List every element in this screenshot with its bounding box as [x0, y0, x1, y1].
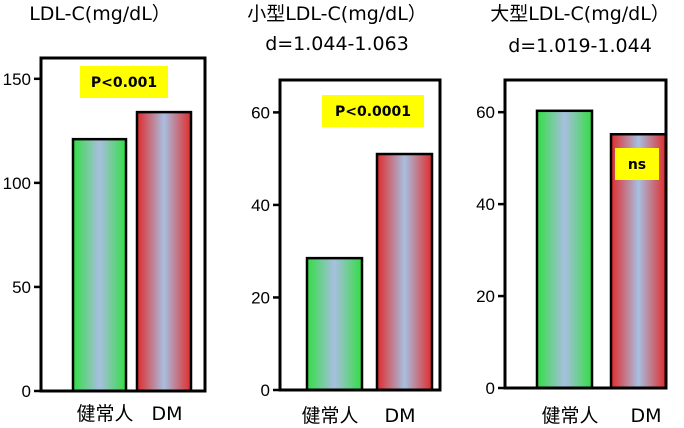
y-tick-label: 40: [251, 196, 270, 215]
significance-box: [80, 66, 168, 98]
significance-label: ns: [628, 157, 646, 173]
y-tick-label: 40: [476, 195, 495, 214]
y-tick-label: 60: [476, 103, 495, 122]
y-tick-label: 0: [22, 382, 31, 401]
y-tick-label: 150: [3, 70, 31, 89]
category-label: DM: [384, 405, 415, 427]
y-tick-label: 50: [12, 278, 31, 297]
bar-healthy: [535, 109, 594, 390]
y-tick-label: 20: [251, 288, 270, 307]
category-label: 健常人: [541, 405, 598, 427]
bar-dm: [375, 152, 434, 392]
significance-label: P<0.001: [91, 75, 157, 91]
plot-frame: [278, 78, 442, 390]
y-tick-label: 0: [486, 379, 495, 398]
significance-label: P<0.0001: [335, 104, 411, 120]
plot-frame: [39, 56, 207, 391]
category-label: 健常人: [301, 405, 358, 427]
significance-box: [322, 95, 424, 127]
y-tick-label: 0: [261, 381, 270, 400]
category-label: DM: [151, 403, 182, 425]
panel-title: LDL-C(mg/dL）: [29, 3, 171, 25]
panel-title: 小型LDL-C(mg/dL）: [247, 3, 427, 25]
bar-healthy: [71, 137, 128, 393]
bar-dm: [135, 110, 193, 393]
panel-2: 小型LDL-C(mg/dL） d=1.044-1.063 0 20 40 60 健常人 DM P…: [247, 3, 442, 427]
panel-title: 大型LDL-C(mg/dL）: [490, 3, 670, 25]
y-tick-label: 60: [251, 103, 270, 122]
bar-healthy: [305, 256, 364, 392]
category-label: 健常人: [76, 403, 133, 425]
panel-1: LDL-C(mg/dL） 0 50 100 150 健常人 DM P<0.001: [3, 3, 207, 425]
category-label: DM: [630, 405, 661, 427]
panel-subtitle: d=1.019-1.044: [508, 35, 652, 57]
significance-box: [615, 148, 659, 180]
plot-frame: [503, 78, 668, 388]
panel-subtitle: d=1.044-1.063: [265, 33, 409, 55]
y-tick-label: 20: [476, 287, 495, 306]
panel-3: 大型LDL-C(mg/dL） d=1.019-1.044 0 20 40 60 健常人 DM n…: [476, 3, 670, 427]
y-tick-label: 100: [3, 174, 31, 193]
